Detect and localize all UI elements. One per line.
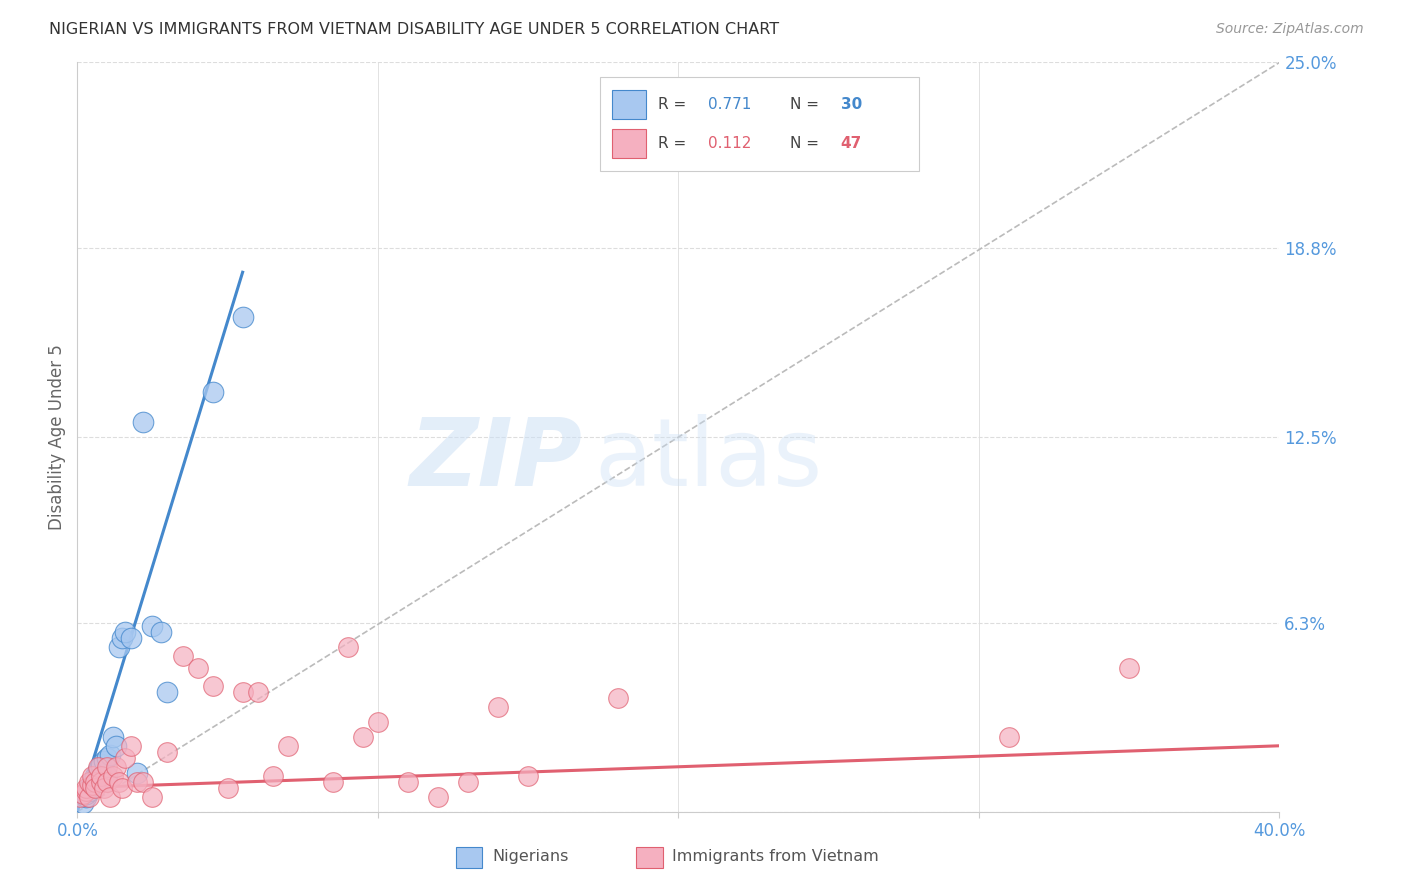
Point bbox=[84, 774, 107, 789]
Point bbox=[87, 765, 110, 780]
Point bbox=[84, 772, 107, 786]
Point bbox=[1118, 661, 1140, 675]
Point bbox=[105, 739, 128, 753]
Point bbox=[82, 769, 104, 783]
Point bbox=[127, 774, 149, 789]
Point bbox=[108, 774, 131, 789]
Point bbox=[75, 787, 97, 801]
Point bbox=[96, 774, 118, 789]
Text: Nigerians: Nigerians bbox=[492, 849, 568, 864]
Text: R =: R = bbox=[658, 136, 692, 151]
Point bbox=[127, 765, 149, 780]
Point bbox=[336, 640, 359, 654]
Bar bbox=[612, 90, 645, 119]
Point bbox=[79, 789, 101, 804]
Text: ZIP: ZIP bbox=[409, 414, 582, 506]
Point bbox=[132, 774, 155, 789]
Point bbox=[96, 751, 118, 765]
Point bbox=[84, 769, 107, 783]
Point bbox=[517, 769, 540, 783]
Point bbox=[172, 648, 194, 663]
Point bbox=[141, 619, 163, 633]
Point bbox=[82, 774, 104, 789]
Point bbox=[96, 769, 118, 783]
Point bbox=[246, 685, 269, 699]
Point bbox=[93, 754, 115, 768]
Point bbox=[90, 760, 112, 774]
Point bbox=[201, 385, 224, 400]
Y-axis label: Disability Age Under 5: Disability Age Under 5 bbox=[48, 344, 66, 530]
Bar bbox=[612, 129, 645, 158]
Point bbox=[93, 780, 115, 795]
Point bbox=[108, 640, 131, 654]
Point bbox=[427, 789, 450, 804]
Point bbox=[72, 787, 94, 801]
Point bbox=[232, 310, 254, 325]
Text: 0.771: 0.771 bbox=[709, 97, 752, 112]
Point bbox=[367, 714, 389, 729]
Point bbox=[82, 778, 104, 792]
Text: N =: N = bbox=[790, 97, 824, 112]
Point bbox=[75, 783, 97, 797]
Point bbox=[277, 739, 299, 753]
Text: 30: 30 bbox=[841, 97, 862, 112]
Point bbox=[96, 760, 118, 774]
Point bbox=[352, 730, 374, 744]
Point bbox=[82, 778, 104, 792]
Point bbox=[111, 631, 134, 645]
Point bbox=[322, 774, 344, 789]
Point bbox=[79, 780, 101, 795]
Point bbox=[186, 661, 209, 675]
Point bbox=[103, 769, 125, 783]
Point bbox=[232, 685, 254, 699]
Point bbox=[105, 760, 128, 774]
Point bbox=[156, 685, 179, 699]
Point bbox=[90, 756, 112, 771]
Point bbox=[141, 789, 163, 804]
Point bbox=[90, 774, 112, 789]
Point bbox=[120, 739, 142, 753]
Point bbox=[150, 624, 173, 639]
Text: N =: N = bbox=[790, 136, 824, 151]
Point bbox=[84, 780, 107, 795]
Text: R =: R = bbox=[658, 97, 692, 112]
Point bbox=[132, 415, 155, 429]
Point bbox=[79, 774, 101, 789]
Text: Immigrants from Vietnam: Immigrants from Vietnam bbox=[672, 849, 879, 864]
Point bbox=[156, 745, 179, 759]
Point bbox=[111, 780, 134, 795]
Point bbox=[998, 730, 1021, 744]
Point bbox=[114, 751, 136, 765]
Point bbox=[100, 747, 122, 762]
Text: NIGERIAN VS IMMIGRANTS FROM VIETNAM DISABILITY AGE UNDER 5 CORRELATION CHART: NIGERIAN VS IMMIGRANTS FROM VIETNAM DISA… bbox=[49, 22, 779, 37]
Point bbox=[103, 730, 125, 744]
Bar bbox=[600, 78, 920, 171]
Point bbox=[75, 789, 97, 804]
Point bbox=[69, 789, 91, 804]
Point bbox=[100, 789, 122, 804]
Point bbox=[114, 624, 136, 639]
Point bbox=[79, 783, 101, 797]
Point bbox=[201, 679, 224, 693]
Point bbox=[486, 699, 509, 714]
Point bbox=[90, 769, 112, 783]
Point bbox=[262, 769, 284, 783]
Text: atlas: atlas bbox=[595, 414, 823, 506]
Point bbox=[217, 780, 239, 795]
Point bbox=[607, 690, 630, 705]
Point bbox=[72, 796, 94, 810]
Bar bbox=[456, 847, 482, 868]
Text: Source: ZipAtlas.com: Source: ZipAtlas.com bbox=[1216, 22, 1364, 37]
Point bbox=[120, 631, 142, 645]
Point bbox=[75, 780, 97, 795]
Point bbox=[87, 763, 110, 777]
Point bbox=[457, 774, 479, 789]
Text: 0.112: 0.112 bbox=[709, 136, 752, 151]
Text: 47: 47 bbox=[841, 136, 862, 151]
Bar bbox=[637, 847, 662, 868]
Point bbox=[87, 760, 110, 774]
Point bbox=[396, 774, 419, 789]
